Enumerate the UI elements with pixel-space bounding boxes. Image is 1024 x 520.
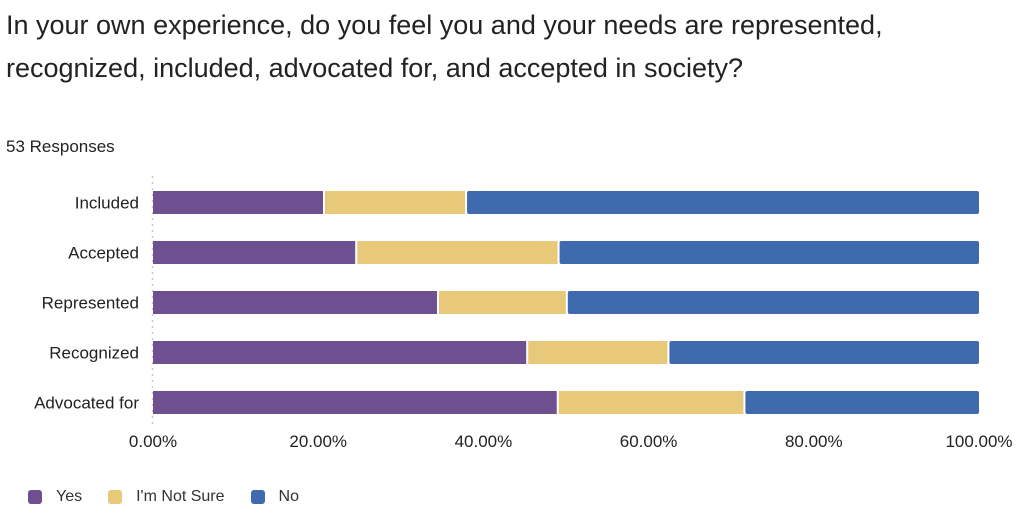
legend-swatch: [250, 490, 265, 504]
bar-segment-no[interactable]: [745, 391, 979, 414]
bar-segment-i-m-not-sure[interactable]: [357, 241, 558, 264]
bar-segment-i-m-not-sure[interactable]: [528, 341, 668, 364]
legend-swatch: [108, 490, 123, 504]
bar-segment-no[interactable]: [567, 291, 979, 314]
x-tick-label: 0.00%: [129, 432, 177, 451]
bar-segment-no[interactable]: [669, 341, 979, 364]
y-tick-label: Represented: [42, 294, 139, 313]
legend-label: No: [278, 488, 299, 505]
legend: Yes I'm Not Sure No: [28, 488, 325, 506]
x-tick-label: 80.00%: [785, 432, 843, 451]
y-tick-label: Recognized: [49, 344, 139, 363]
legend-item[interactable]: I'm Not Sure: [108, 488, 225, 506]
bar-segment-i-m-not-sure[interactable]: [558, 391, 744, 414]
legend-label: Yes: [56, 488, 83, 505]
bar-row-accepted: [153, 241, 979, 264]
bar-row-recognized: [153, 341, 979, 364]
legend-item[interactable]: No: [250, 488, 299, 506]
bar-segment-i-m-not-sure[interactable]: [324, 191, 466, 214]
bar-row-represented: [153, 291, 979, 314]
bar-segment-yes[interactable]: [153, 241, 356, 264]
x-tick-label: 100.00%: [945, 432, 1012, 451]
bar-segment-yes[interactable]: [153, 291, 437, 314]
bar-segment-no[interactable]: [559, 241, 979, 264]
x-tick-label: 60.00%: [620, 432, 678, 451]
x-tick-label: 40.00%: [455, 432, 513, 451]
legend-label: I'm Not Sure: [136, 488, 225, 505]
bar-segment-yes[interactable]: [153, 341, 527, 364]
bar-row-advocated-for: [153, 391, 979, 414]
bar-segment-yes[interactable]: [153, 191, 323, 214]
chart-title: In your own experience, do you feel you …: [6, 10, 883, 83]
y-tick-label: Accepted: [68, 244, 139, 263]
legend-item[interactable]: Yes: [28, 488, 82, 506]
y-tick-label: Included: [75, 194, 139, 213]
y-tick-label: Advocated for: [34, 394, 139, 413]
bar-segment-no[interactable]: [467, 191, 979, 214]
legend-swatch: [28, 490, 42, 504]
bar-segment-yes[interactable]: [153, 391, 557, 414]
response-count: 53 Responses: [6, 137, 115, 156]
bar-segment-i-m-not-sure[interactable]: [438, 291, 566, 314]
bar-row-included: [153, 191, 979, 214]
x-tick-label: 20.00%: [289, 432, 347, 451]
